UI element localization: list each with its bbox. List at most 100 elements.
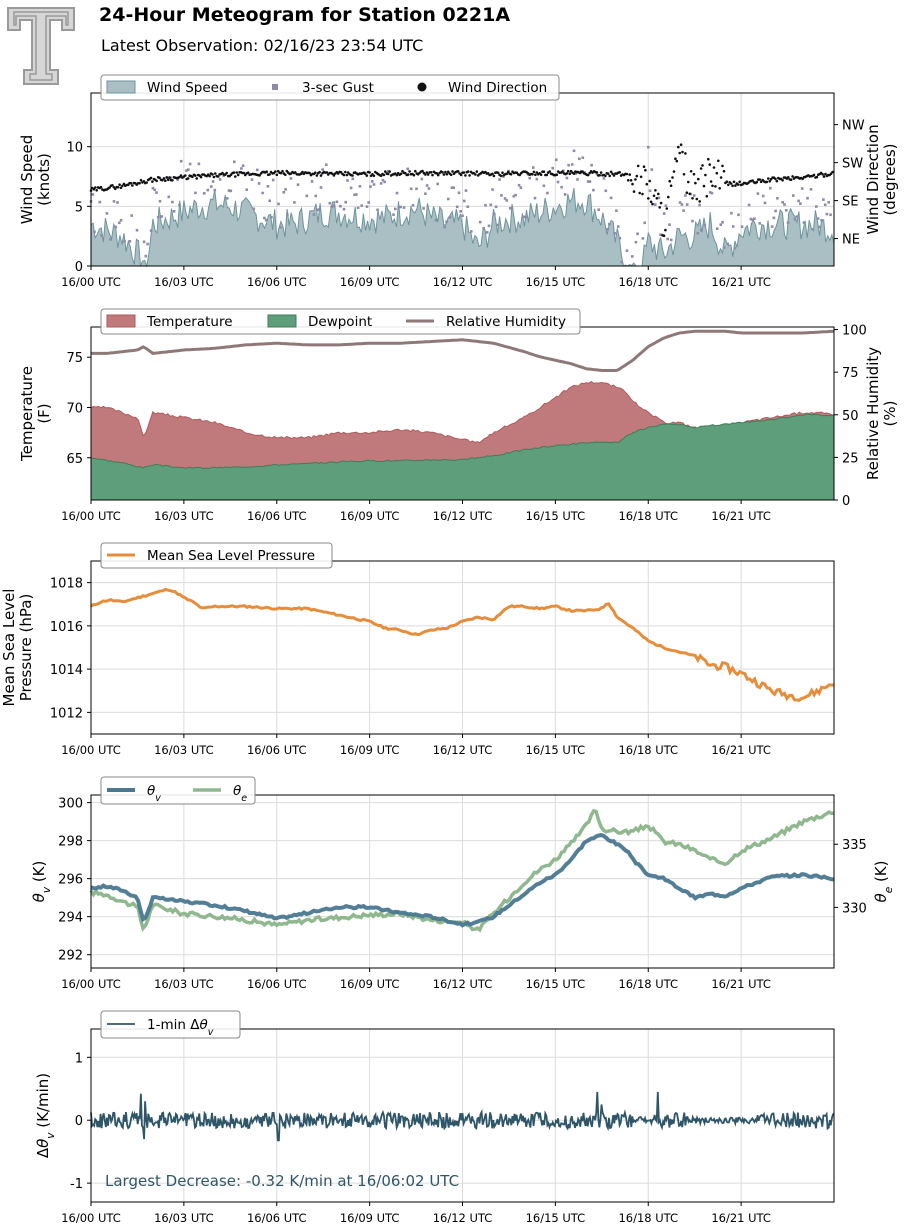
wind-direction-point	[599, 171, 603, 174]
wind-direction-point	[121, 184, 124, 188]
wind-direction-point	[542, 170, 546, 173]
wind-direction-point	[636, 164, 640, 168]
wind-direction-point	[399, 172, 403, 176]
wind-direction-point	[781, 179, 784, 182]
wind-speed-axis-label: Wind Speed(knots)	[18, 135, 53, 225]
wind-direction-point	[208, 174, 211, 178]
gust-point	[240, 167, 243, 170]
pressure-axis-label: Mean Sea LevelPressure (hPa)	[0, 589, 35, 707]
wind-direction-point	[669, 184, 673, 187]
x-tick-label: 16/09 UTC	[340, 1211, 400, 1225]
gust-point	[91, 193, 95, 196]
gust-point	[770, 225, 774, 228]
wind-direction-point	[689, 170, 693, 173]
gust-point	[684, 194, 687, 197]
y-tick-label: 0	[75, 1114, 83, 1129]
wind-direction-point	[586, 173, 590, 177]
gust-point	[535, 177, 539, 181]
gust-point	[496, 223, 500, 227]
y-tick-label: 70	[66, 401, 83, 416]
gust-point	[128, 240, 132, 243]
gust-point	[494, 205, 498, 209]
wind-direction-point	[667, 195, 670, 199]
gust-point	[151, 186, 155, 190]
wind-direction-point	[659, 201, 663, 205]
gust-point	[415, 187, 418, 191]
wind-direction-point	[462, 171, 466, 174]
x-tick-label: 16/03 UTC	[154, 977, 214, 991]
gust-point	[312, 213, 316, 216]
gust-point	[486, 231, 489, 234]
wind-direction-point	[234, 175, 237, 178]
gust-point	[427, 187, 431, 190]
x-tick-label: 16/03 UTC	[154, 509, 214, 523]
gust-point	[118, 221, 121, 225]
y-tick-label: -1	[70, 1177, 83, 1192]
y-tick-label: 75	[66, 351, 83, 366]
wind-direction-point	[609, 170, 613, 174]
gust-point	[459, 210, 462, 213]
gust-point	[703, 223, 707, 227]
gust-point	[616, 225, 620, 228]
gust-point	[222, 174, 225, 178]
gust-point	[680, 203, 684, 206]
wind-direction-point	[738, 180, 741, 184]
wind-direction-point	[406, 173, 410, 176]
wind-direction-point	[677, 145, 680, 149]
wind-direction-point	[604, 174, 607, 178]
wind-direction-point	[687, 180, 690, 184]
gust-point	[351, 177, 355, 181]
gust-point	[696, 231, 700, 235]
y-tick-label: 1018	[50, 577, 83, 592]
gust-point	[424, 192, 427, 195]
wind-direction-point	[708, 163, 711, 166]
gust-point	[563, 193, 567, 196]
temperature-axis-label: Temperature(F)	[18, 366, 53, 462]
gust-point	[618, 236, 622, 240]
wind-direction-point	[548, 170, 551, 173]
gust-point	[144, 254, 148, 258]
wind-direction-point	[717, 159, 720, 163]
gust-point	[825, 212, 829, 216]
wind-direction-point	[449, 173, 453, 177]
wind-direction-point	[665, 207, 669, 210]
wind-direction-point	[751, 179, 754, 182]
gust-point	[700, 228, 703, 232]
gust-point	[179, 159, 183, 163]
wind-direction-point	[715, 171, 719, 175]
x-tick-label: 16/21 UTC	[711, 509, 771, 523]
wind-direction-point	[258, 174, 261, 177]
wind-direction-point	[545, 173, 549, 177]
wind-direction-point	[684, 152, 687, 155]
gust-point	[395, 191, 399, 195]
x-tick-label: 16/12 UTC	[433, 1211, 493, 1225]
gust-point	[528, 176, 531, 180]
relative-humidity-axis-label: Relative Humidity(%)	[864, 347, 899, 480]
gust-point	[172, 210, 176, 213]
wind-direction-point	[412, 173, 416, 177]
legend-temperature-label: Temperature	[146, 314, 233, 330]
wind-direction-point	[641, 192, 644, 196]
x-tick-label: 16/00 UTC	[61, 509, 121, 523]
gust-point	[721, 220, 724, 224]
x-tick-label: 16/12 UTC	[433, 977, 493, 991]
gust-point	[781, 201, 784, 204]
gust-point	[620, 260, 623, 264]
gust-point	[149, 229, 153, 232]
wind-direction-point	[704, 173, 707, 177]
gust-point	[769, 186, 772, 190]
x-tick-label: 16/21 UTC	[711, 275, 771, 289]
gust-point	[758, 222, 761, 225]
gust-point	[202, 192, 206, 195]
gust-point	[470, 230, 473, 233]
wind-direction-point	[368, 171, 371, 174]
gust-point	[270, 215, 273, 219]
x-tick-label: 16/00 UTC	[61, 743, 121, 757]
gust-point	[178, 203, 181, 207]
wind-direction-point	[436, 173, 440, 177]
wind-direction-point	[812, 173, 816, 177]
wind-direction-point	[139, 178, 143, 182]
wind-direction-point	[768, 180, 771, 183]
wind-direction-point	[351, 174, 354, 177]
gust-point	[641, 237, 645, 240]
